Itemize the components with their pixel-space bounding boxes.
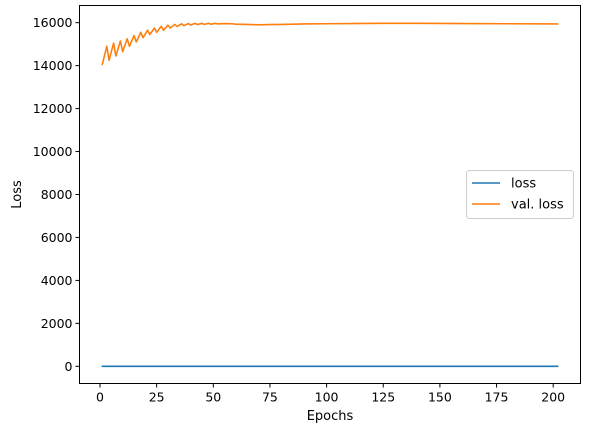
x-tick-label-75: 75 <box>262 390 278 405</box>
y-tick-label-8000: 8000 <box>41 187 73 202</box>
x-tick-label-25: 25 <box>149 390 165 405</box>
y-tick-label-6000: 6000 <box>41 230 73 245</box>
x-tick-label-175: 175 <box>485 390 509 405</box>
plot-frame <box>79 5 581 384</box>
x-tick-label-200: 200 <box>541 390 565 405</box>
y-tick-label-12000: 12000 <box>33 101 73 116</box>
x-tick-label-150: 150 <box>428 390 452 405</box>
ticks-layer: 0 25 50 75 100 125 150 175 200020004000600080001… <box>33 15 565 404</box>
y-tick-label-14000: 14000 <box>33 58 73 73</box>
y-tick-label-4000: 4000 <box>41 273 73 288</box>
x-axis-label: Epochs <box>307 409 354 424</box>
x-tick-label-125: 125 <box>371 390 395 405</box>
legend-label-val-loss: val. loss <box>511 198 564 213</box>
legend-label-loss: loss <box>511 177 536 192</box>
y-tick-label-16000: 16000 <box>33 15 73 30</box>
y-tick-label-0: 0 <box>65 359 73 374</box>
legend: loss val. loss <box>466 170 574 219</box>
y-axis-label: Loss <box>10 180 25 209</box>
x-tick-label-0: 0 <box>96 390 104 405</box>
y-tick-label-2000: 2000 <box>41 316 73 331</box>
x-tick-label-100: 100 <box>315 390 339 405</box>
series-layer <box>101 22 559 368</box>
series-line-val-loss <box>101 22 559 66</box>
x-tick-label-50: 50 <box>205 390 221 405</box>
y-tick-label-10000: 10000 <box>33 144 73 159</box>
